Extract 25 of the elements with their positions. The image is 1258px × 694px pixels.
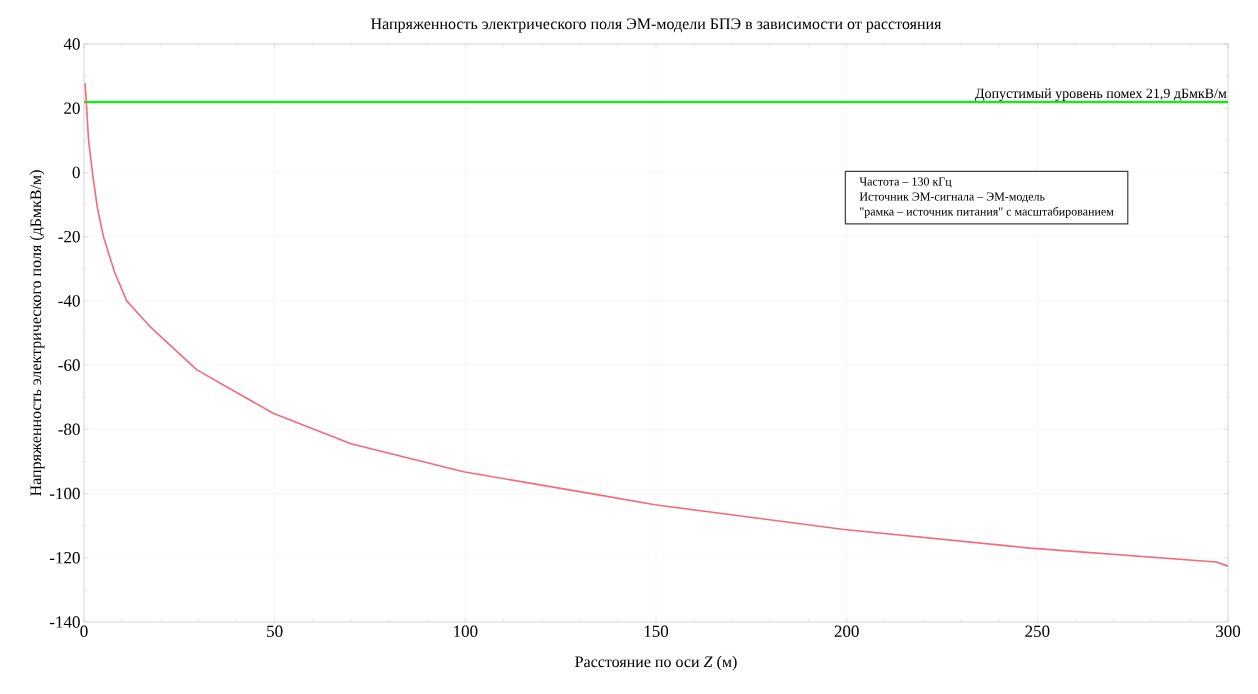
x-tick-label: 50 [267,625,283,638]
x-tick-label: 250 [1025,625,1050,638]
annotation: Частота – 130 кГц [859,177,952,188]
y-tick-label: -100 [49,487,80,500]
x-tick-label: 0 [80,625,88,638]
chart-title: Напряженность электрического поля ЭМ-модели БПЭ в зависимости от расстояния [371,18,942,33]
x-tick-label: 200 [834,625,859,638]
annotation: Источник ЭМ-сигнала – ЭМ-модель [859,192,1045,203]
x-tick-label: 150 [644,625,669,638]
y-axis-title: Напряженность электрического поля (дБмкВ/м) [29,170,45,496]
y-tick-label: -60 [58,359,80,371]
x-tick-label: 300 [1216,625,1241,638]
y-tick-label: -40 [58,295,80,307]
y-tick-label: 40 [63,38,80,50]
y-tick-label: -80 [58,423,80,436]
line-series [84,82,1229,567]
annotation: "рамка – источник питания" с масштабированием [860,206,1114,218]
y-tick-label: 0 [72,166,80,179]
x-tick-label: 100 [454,625,478,638]
ref-line-label: Допустимый уровень помех 21,9 дБмкВ/м [975,88,1227,101]
y-tick-label: -20 [58,230,80,243]
y-tick-label: 20 [64,102,80,114]
x-axis-title: Расстояние по оси Z (м) [575,655,737,671]
y-tick-label: -120 [49,552,80,564]
y-tick-label: -140 [49,616,80,628]
